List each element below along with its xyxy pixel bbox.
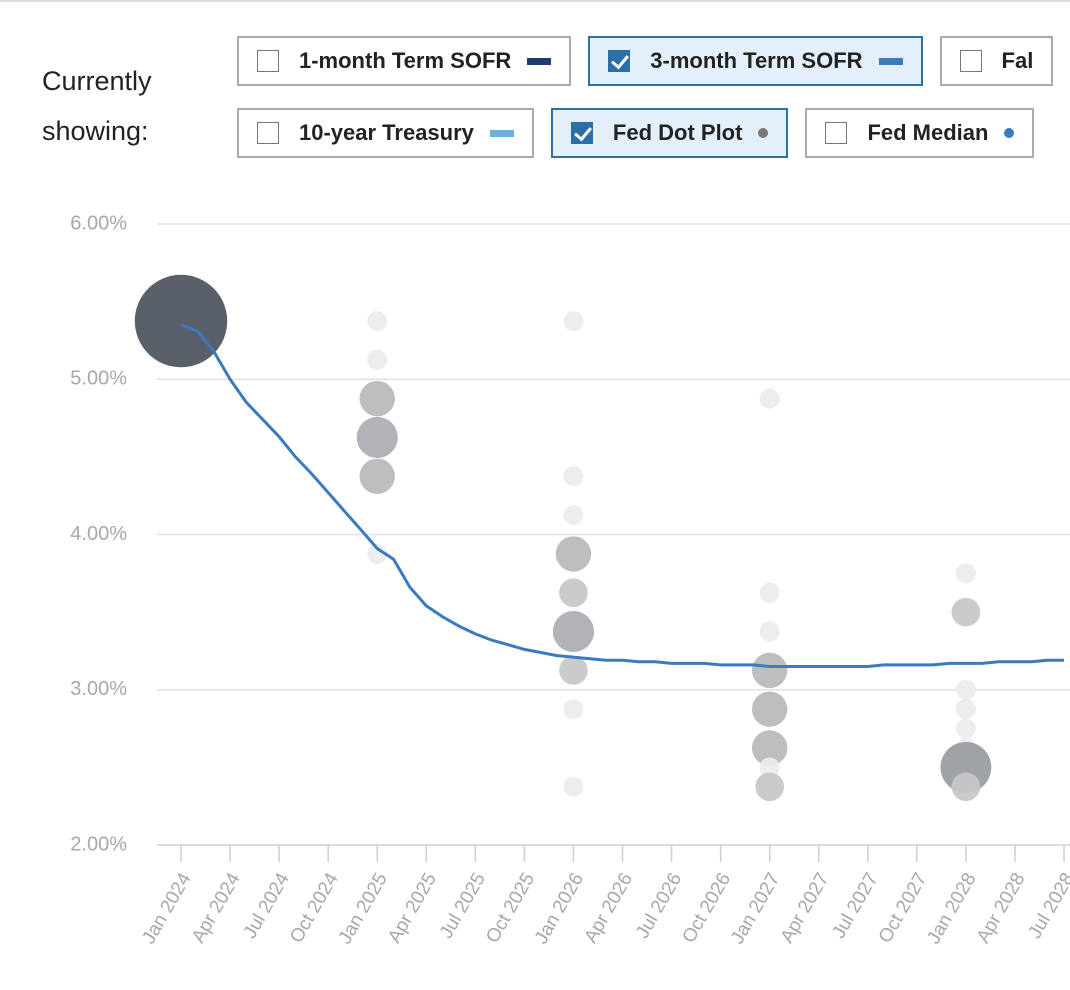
checkbox[interactable]	[257, 122, 279, 144]
dot	[751, 730, 788, 766]
x-tick-label: Jul 2024	[240, 869, 294, 942]
x-tick-label: Jul 2025	[436, 870, 490, 943]
dot	[755, 772, 785, 802]
legend-marker	[758, 128, 769, 138]
x-tick-label: Oct 2027	[875, 870, 932, 947]
checkbox[interactable]	[825, 122, 848, 144]
dot	[759, 582, 780, 603]
legend-marker	[1004, 128, 1015, 138]
y-tick-label: 3.00%	[70, 678, 127, 700]
caption: Currently showing:	[42, 66, 152, 146]
dot	[555, 536, 592, 572]
x-tick-label: Oct 2024	[286, 869, 343, 947]
x-tick-label: Jul 2027	[828, 870, 882, 943]
top-border	[0, 0, 1070, 2]
dot	[759, 621, 780, 642]
x-tick-label: Apr 2026	[580, 870, 637, 947]
legend-label: 10-year Treasury	[299, 120, 474, 145]
dot	[955, 679, 976, 700]
dot	[563, 699, 584, 720]
legend-item[interactable]: 3-month Term SOFR	[588, 36, 923, 86]
y-tick-label: 6.00%	[70, 212, 127, 234]
dot	[367, 311, 388, 332]
dot	[367, 349, 388, 370]
legend-item[interactable]: 1-month Term SOFR	[237, 36, 572, 86]
legend-label: Fal	[1001, 48, 1034, 73]
x-tick-label: Oct 2025	[482, 870, 539, 947]
dot	[359, 458, 395, 494]
dot	[951, 597, 981, 627]
x-tick-label: Oct 2026	[679, 870, 736, 947]
legend-item[interactable]: Fed Dot Plot	[550, 108, 789, 158]
checkbox[interactable]	[570, 122, 593, 144]
dot	[955, 563, 976, 584]
dot	[367, 543, 388, 564]
dot	[356, 416, 398, 459]
legend-label: 1-month Term SOFR	[299, 48, 512, 73]
dot	[940, 741, 992, 793]
dot	[759, 757, 780, 778]
dot	[955, 718, 976, 739]
checkbox[interactable]	[959, 50, 982, 72]
legend-row: 10-year Treasury Fed Dot Plot Fed Median	[237, 108, 1070, 162]
y-tick-label: 5.00%	[70, 368, 127, 390]
dot	[559, 578, 588, 608]
dot	[955, 699, 976, 720]
dot	[951, 772, 981, 802]
dot	[563, 311, 584, 332]
dot	[559, 656, 588, 685]
legend-item[interactable]: Fed Median	[805, 108, 1035, 158]
legend-item[interactable]: 10-year Treasury	[237, 108, 534, 158]
legend-row: 1-month Term SOFR 3-month Term SOFR Fal	[237, 36, 1070, 90]
dot	[552, 610, 595, 653]
legend-label: Fed Median	[867, 120, 989, 145]
legend-marker	[489, 129, 514, 137]
dot	[134, 274, 228, 368]
x-tick-label: Jul 2028	[1025, 870, 1070, 943]
dot	[759, 388, 780, 409]
dot	[563, 505, 584, 526]
dot	[563, 776, 584, 797]
dot	[751, 691, 788, 727]
checkbox[interactable]	[608, 50, 631, 72]
dot	[359, 380, 395, 417]
legend-marker	[878, 57, 903, 65]
x-tick-label: Apr 2027	[777, 870, 834, 947]
dot	[751, 652, 788, 689]
legend-label: 3-month Term SOFR	[650, 48, 863, 73]
x-tick-label: Apr 2025	[384, 870, 441, 947]
line	[180, 323, 1064, 668]
x-tick-label: Apr 2028	[973, 870, 1030, 947]
legend-item[interactable]: Fal	[939, 36, 1054, 86]
y-tick-label: 2.00%	[70, 833, 127, 855]
y-tick-label: 4.00%	[70, 523, 127, 545]
dot	[563, 466, 584, 487]
checkbox[interactable]	[257, 50, 279, 72]
x-tick-label: Jul 2026	[632, 870, 686, 943]
legend-marker	[527, 57, 552, 65]
legend: 1-month Term SOFR 3-month Term SOFR Fal 10-…	[237, 36, 1070, 166]
legend-label: Fed Dot Plot	[612, 120, 743, 145]
x-tick-label: Apr 2024	[188, 869, 245, 947]
